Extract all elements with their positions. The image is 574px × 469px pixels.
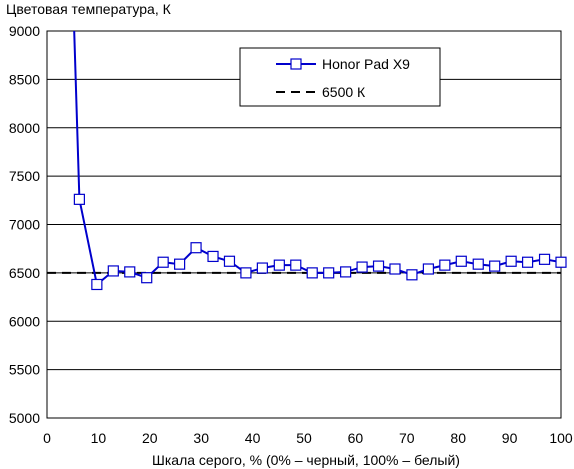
x-tick-label: 50 <box>296 430 312 446</box>
x-tick-label: 70 <box>399 430 415 446</box>
data-point <box>323 267 335 279</box>
data-point <box>141 272 153 284</box>
data-point <box>439 259 451 271</box>
data-point <box>422 263 434 275</box>
x-tick-label: 80 <box>450 430 466 446</box>
x-tick-label: 100 <box>549 430 573 446</box>
x-tick-label: 90 <box>502 430 518 446</box>
legend-label-honor: Honor Pad X9 <box>322 56 410 72</box>
x-tick-label: 0 <box>43 430 51 446</box>
x-tick-label: 20 <box>142 430 158 446</box>
data-point <box>290 259 302 271</box>
data-point <box>306 267 318 279</box>
data-point <box>538 253 551 265</box>
y-tick-label: 6000 <box>9 313 40 329</box>
data-point <box>340 266 352 278</box>
data-point <box>273 259 285 271</box>
data-point <box>207 250 219 263</box>
data-point <box>505 255 517 267</box>
data-point <box>256 262 268 274</box>
data-point <box>489 260 501 272</box>
data-point <box>190 242 202 254</box>
data-point <box>372 260 385 272</box>
legend-marker-honor <box>290 58 302 70</box>
legend-label-6500: 6500 К <box>322 84 366 100</box>
x-tick-label: 60 <box>348 430 364 446</box>
data-point <box>73 193 85 205</box>
data-point <box>174 258 186 270</box>
y-tick-label: 8000 <box>9 120 40 136</box>
y-tick-label: 7500 <box>9 168 40 184</box>
plot-frame <box>46 30 562 419</box>
data-point <box>223 255 236 267</box>
data-point <box>472 258 484 270</box>
y-tick-labels: 5000 5500 6000 6500 7000 7500 8000 8500 9000 <box>9 23 40 426</box>
data-point <box>555 256 567 268</box>
data-point <box>406 269 418 281</box>
legend-box <box>239 47 441 107</box>
data-point <box>157 256 169 268</box>
data-point <box>356 261 368 273</box>
data-point <box>240 267 252 279</box>
y-tick-label: 5500 <box>9 362 40 378</box>
data-point <box>389 263 401 275</box>
data-point <box>455 255 467 267</box>
x-tick-label: 30 <box>193 430 209 446</box>
y-tick-label: 7000 <box>9 217 40 233</box>
data-point <box>91 278 103 291</box>
y-tick-label: 5000 <box>9 410 40 426</box>
x-axis-title: Шкала серого, % (0% – черный, 100% – бел… <box>152 452 460 468</box>
y-axis-title: Цветовая температура, К <box>6 1 172 17</box>
y-tick-label: 8500 <box>9 71 40 87</box>
data-point <box>124 266 136 278</box>
x-tick-label: 10 <box>91 430 107 446</box>
x-tick-labels: 0 10 20 30 40 50 60 70 80 90 100 <box>43 430 573 446</box>
y-tick-label: 9000 <box>9 23 40 39</box>
legend: Honor Pad X9 6500 К <box>239 47 441 107</box>
data-point <box>107 265 119 277</box>
series-layer <box>47 30 567 291</box>
x-tick-label: 40 <box>245 430 261 446</box>
data-point <box>521 256 534 268</box>
y-tick-label: 6500 <box>9 265 40 281</box>
